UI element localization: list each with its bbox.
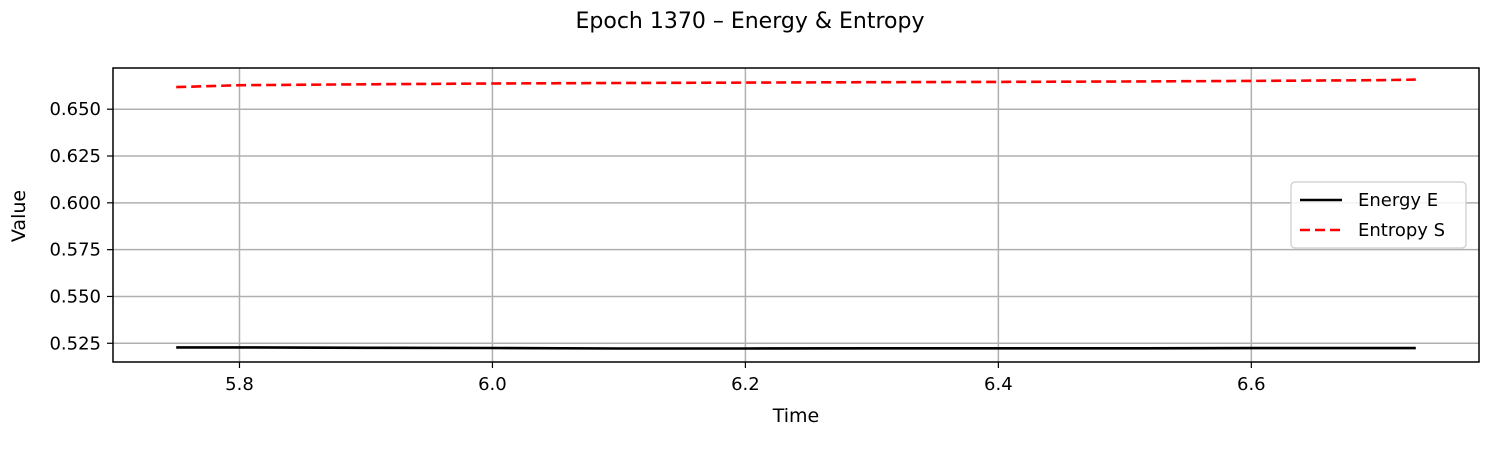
y-axis-ticks: 0.525 0.550 0.575 0.600 0.625 0.650	[49, 99, 113, 354]
x-tick-label: 6.2	[731, 374, 760, 395]
chart-title: Epoch 1370 – Energy & Entropy	[576, 9, 925, 34]
y-tick-label: 0.525	[49, 333, 101, 354]
y-tick-label: 0.550	[49, 286, 101, 307]
y-tick-label: 0.575	[49, 240, 101, 261]
grid	[113, 68, 1479, 362]
x-tick-label: 5.8	[225, 374, 254, 395]
y-tick-label: 0.600	[49, 193, 101, 214]
legend-box	[1290, 181, 1467, 249]
x-axis-ticks: 5.8 6.0 6.2 6.4 6.6	[225, 362, 1266, 395]
y-tick-label: 0.650	[49, 99, 101, 120]
legend: Energy E Entropy S	[1290, 181, 1467, 249]
y-tick-label: 0.625	[49, 146, 101, 167]
x-tick-label: 6.0	[478, 374, 507, 395]
legend-label: Energy E	[1358, 190, 1438, 211]
legend-label: Entropy S	[1358, 220, 1445, 241]
series-line-energy-e	[176, 346, 1416, 350]
plot-area-frame	[112, 67, 1480, 363]
series-layer	[176, 78, 1416, 350]
x-tick-label: 6.4	[984, 374, 1013, 395]
x-tick-label: 6.6	[1237, 374, 1266, 395]
series-line-entropy-s	[176, 78, 1416, 89]
x-axis-label: Time	[772, 405, 820, 427]
y-axis-label: Value	[8, 190, 30, 242]
